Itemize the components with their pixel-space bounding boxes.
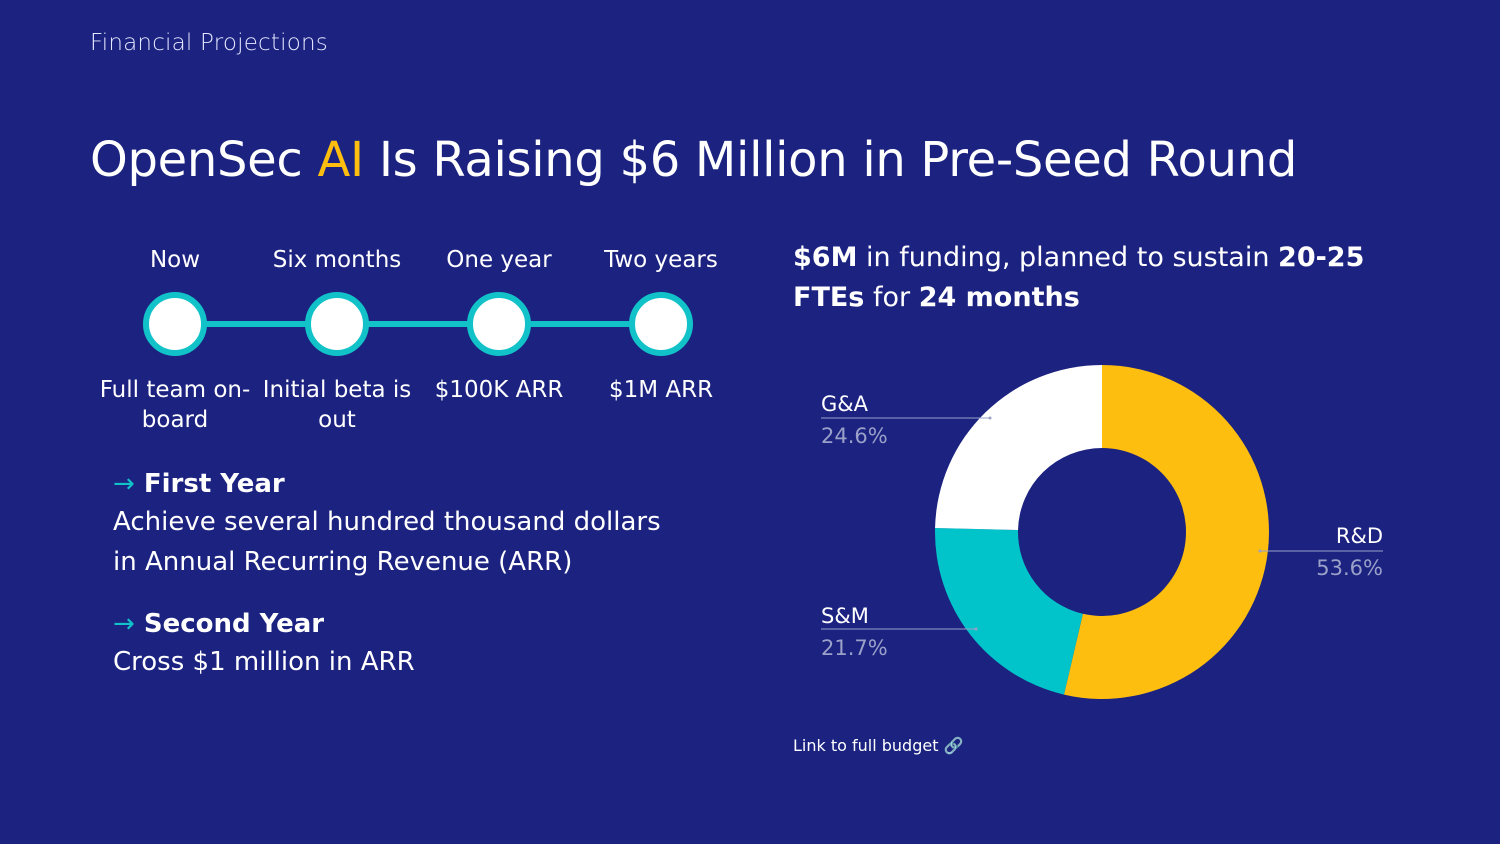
goal-heading: → First Year [113,468,673,500]
title-part-1: OpenSec [90,132,318,188]
slice-label: R&D [1336,524,1383,548]
timeline-step-label: One year [446,247,552,273]
goal-title: Second Year [143,609,325,639]
timeline-step-desc: $1M ARR [608,377,714,403]
timeline-step-label: Now [149,247,201,273]
goal-heading: → Second Year [113,608,673,640]
title-accent: AI [317,132,364,188]
funding-summary: $6M in funding, planned to sustain 20-25… [793,238,1413,318]
funding-text-1: in funding, planned to sustain [857,242,1279,273]
title-part-2: Is Raising $6 Million in Pre-Seed Round [363,132,1298,188]
link-label: Link to full budget [793,736,939,755]
goal-second-year: → Second Year Cross $1 million in ARR [113,608,673,682]
timeline-step-two-years: Two years $1M ARR [576,240,746,403]
arrow-right-icon: → [113,469,135,499]
timeline-connector [174,321,666,327]
timeline-step-one-year: One year $100K ARR [414,240,584,403]
goal-title: First Year [143,469,285,499]
budget-donut-chart: R&D 53.6% S&M 21.7% G&A 24.6% [821,365,1383,699]
goal-first-year: → First Year Achieve several hundred tho… [113,468,673,582]
donut-slice-sm [935,528,1083,695]
goals-list: → First Year Achieve several hundred tho… [113,468,673,708]
slice-label: G&A [821,392,869,416]
funding-amount: $6M [793,242,858,273]
timeline: Now Full team on-board Six months Initia… [90,240,750,440]
arrow-right-icon: → [113,609,135,639]
funding-duration: 24 months [918,282,1080,313]
donut-slice-ga [935,365,1102,531]
timeline-step-desc: $100K ARR [434,377,564,403]
donut-slice-rd [1063,365,1269,699]
timeline-step-desc: Initial beta is out [262,377,412,433]
slice-percent: 21.7% [821,636,888,660]
goal-body: Achieve several hundred thousand dollars… [113,507,661,577]
full-budget-link[interactable]: Link to full budget 🔗 [793,736,964,755]
funding-text-2: for [864,282,919,313]
timeline-dot [305,292,369,356]
timeline-step-now: Now Full team on-board [90,240,260,433]
page-title: OpenSec AI Is Raising $6 Million in Pre-… [90,132,1297,188]
timeline-step-desc: Full team on-board [99,377,251,433]
label-leader-dot [1258,549,1262,553]
slice-percent: 53.6% [1316,556,1383,580]
timeline-step-label: Two years [604,247,718,273]
link-icon: 🔗 [943,736,964,755]
goal-body: Cross $1 million in ARR [113,647,415,677]
slice-percent: 24.6% [821,424,888,448]
timeline-dot [143,292,207,356]
timeline-dot [467,292,531,356]
funding-ftes: 20-25 FTEs [793,242,1365,313]
timeline-step-label: Six months [272,247,402,273]
timeline-dot [629,292,693,356]
label-leader-dot [974,627,978,631]
label-leader-dot [988,416,992,420]
section-label: Financial Projections [90,30,328,56]
timeline-step-six-months: Six months Initial beta is out [252,240,422,433]
slice-label: S&M [821,604,869,628]
